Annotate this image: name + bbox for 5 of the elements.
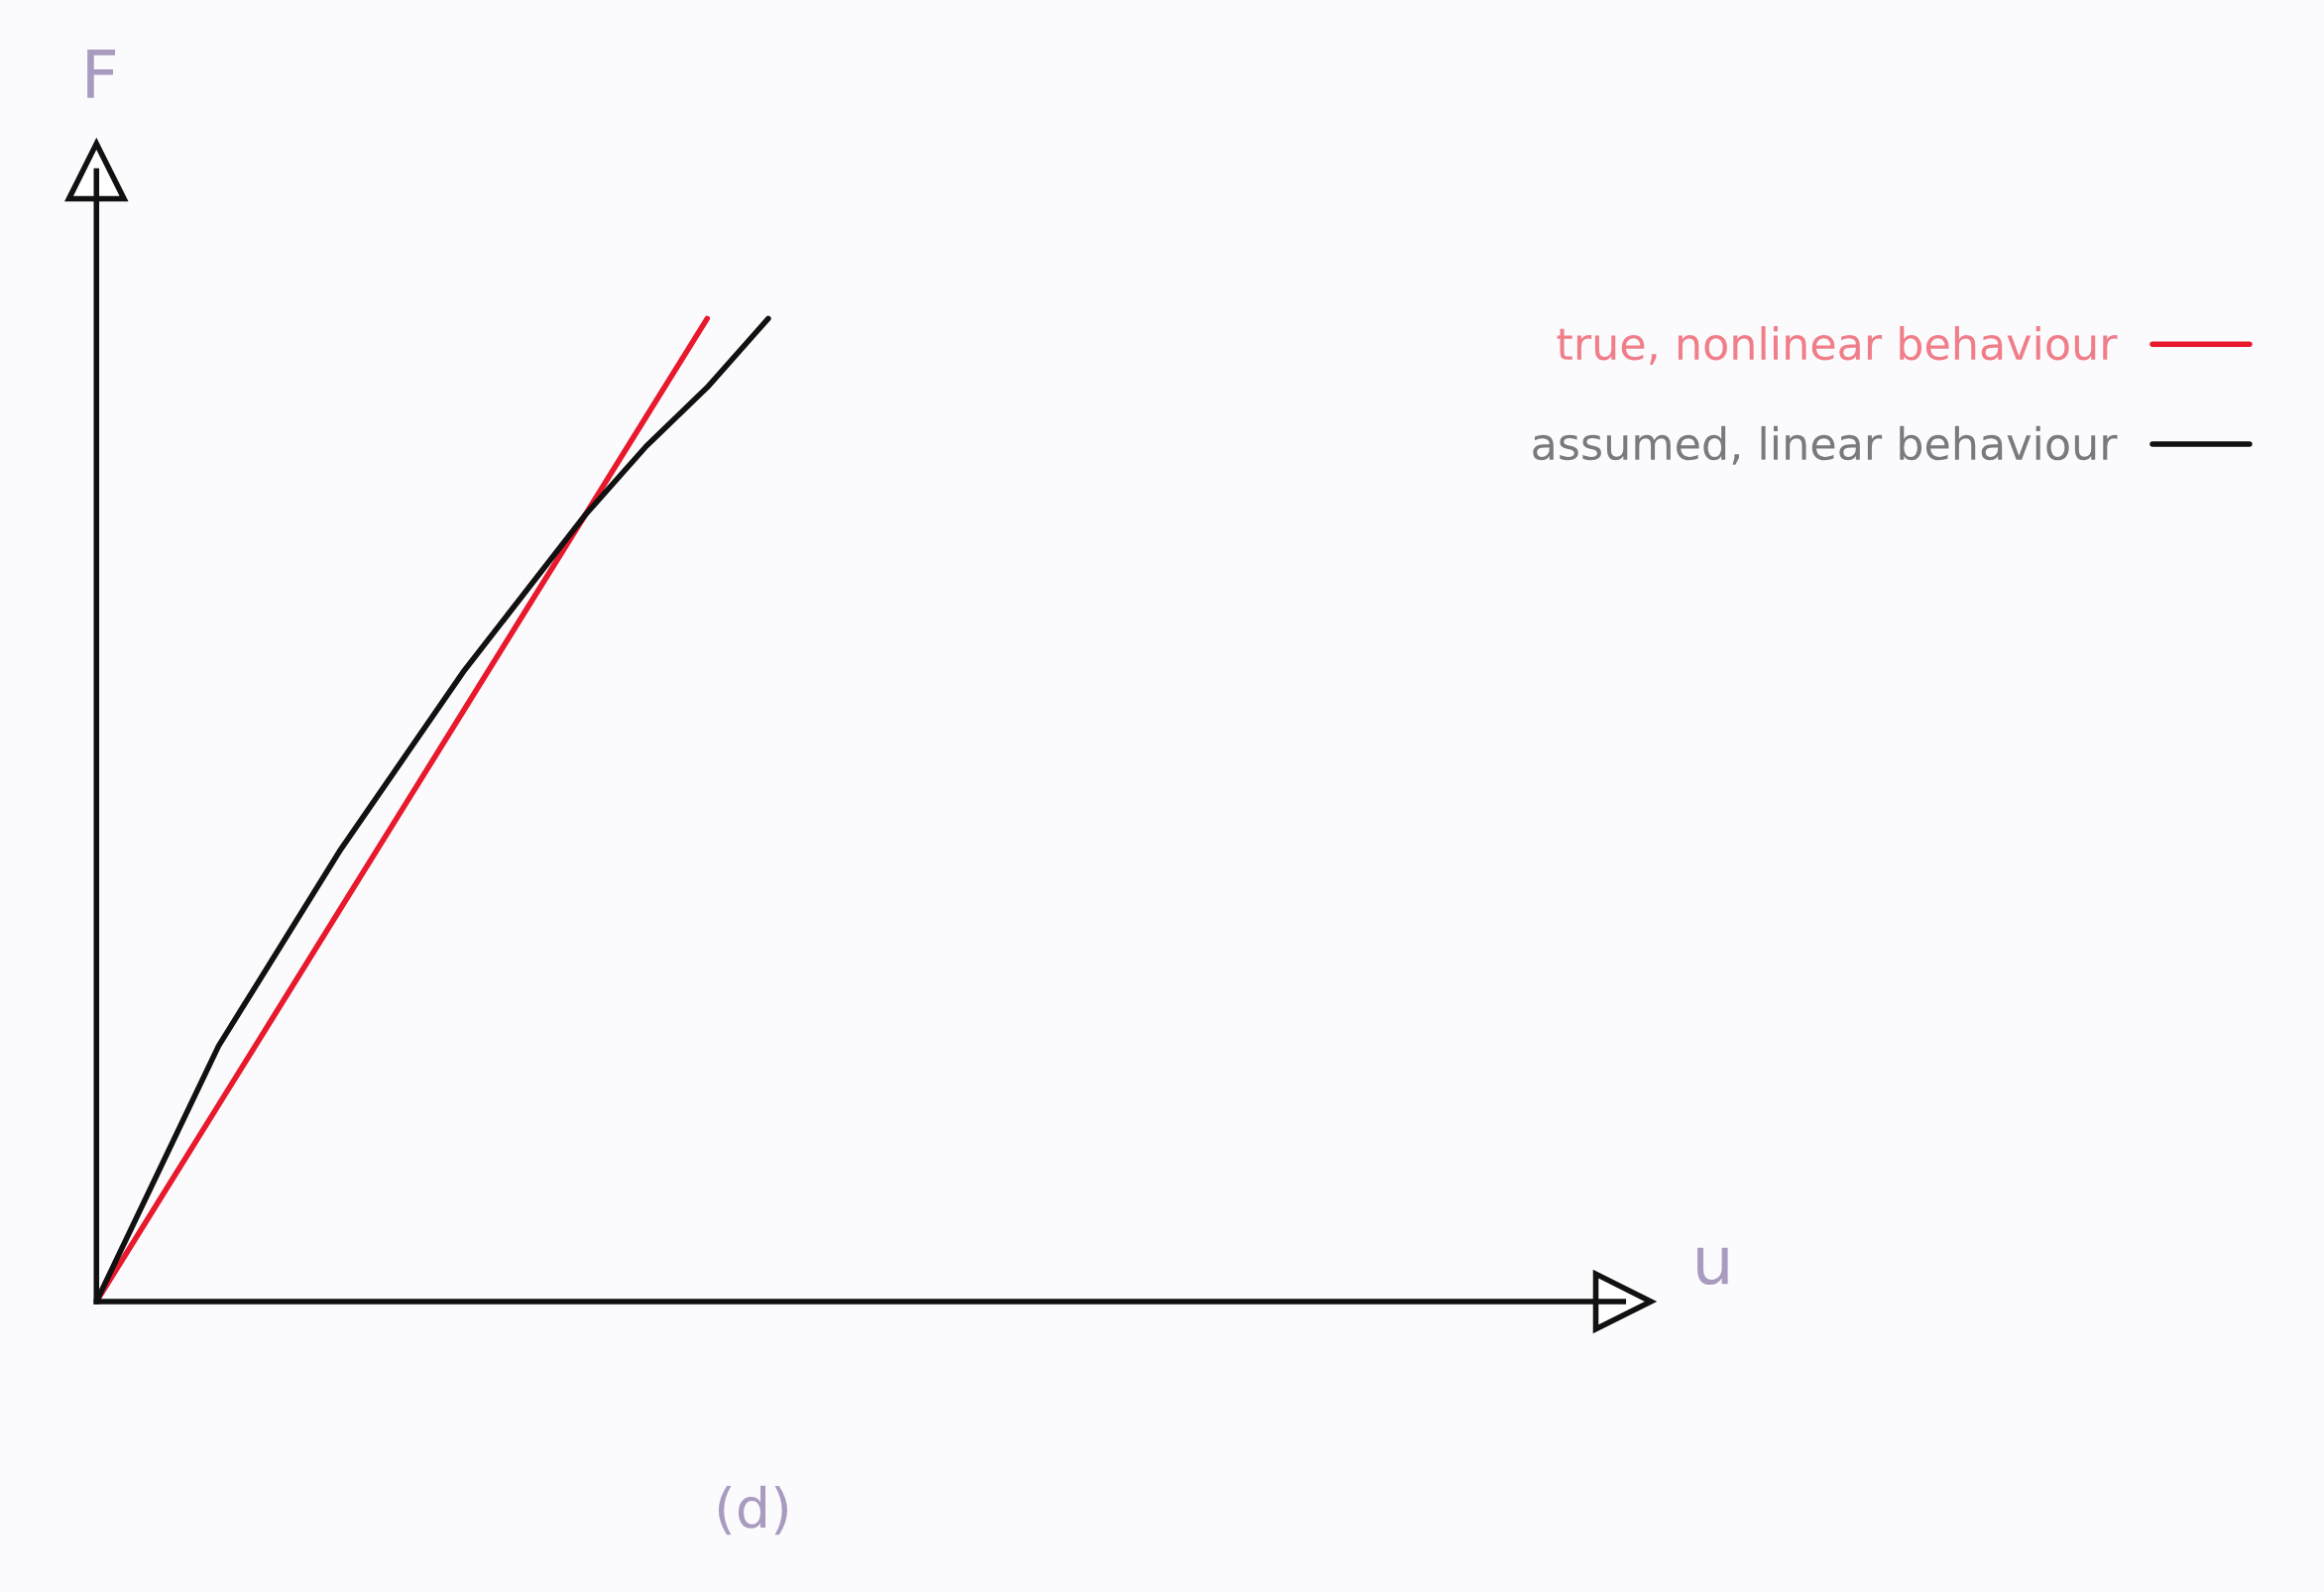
text: (d) [718, 1485, 787, 1535]
legend-label: assumed, linear behaviour [1533, 425, 2118, 465]
x-axis-title: u [1697, 1246, 1728, 1286]
legend-label: true, nonlinear behaviour [1557, 326, 2118, 366]
y-axis-title: F [87, 50, 116, 98]
